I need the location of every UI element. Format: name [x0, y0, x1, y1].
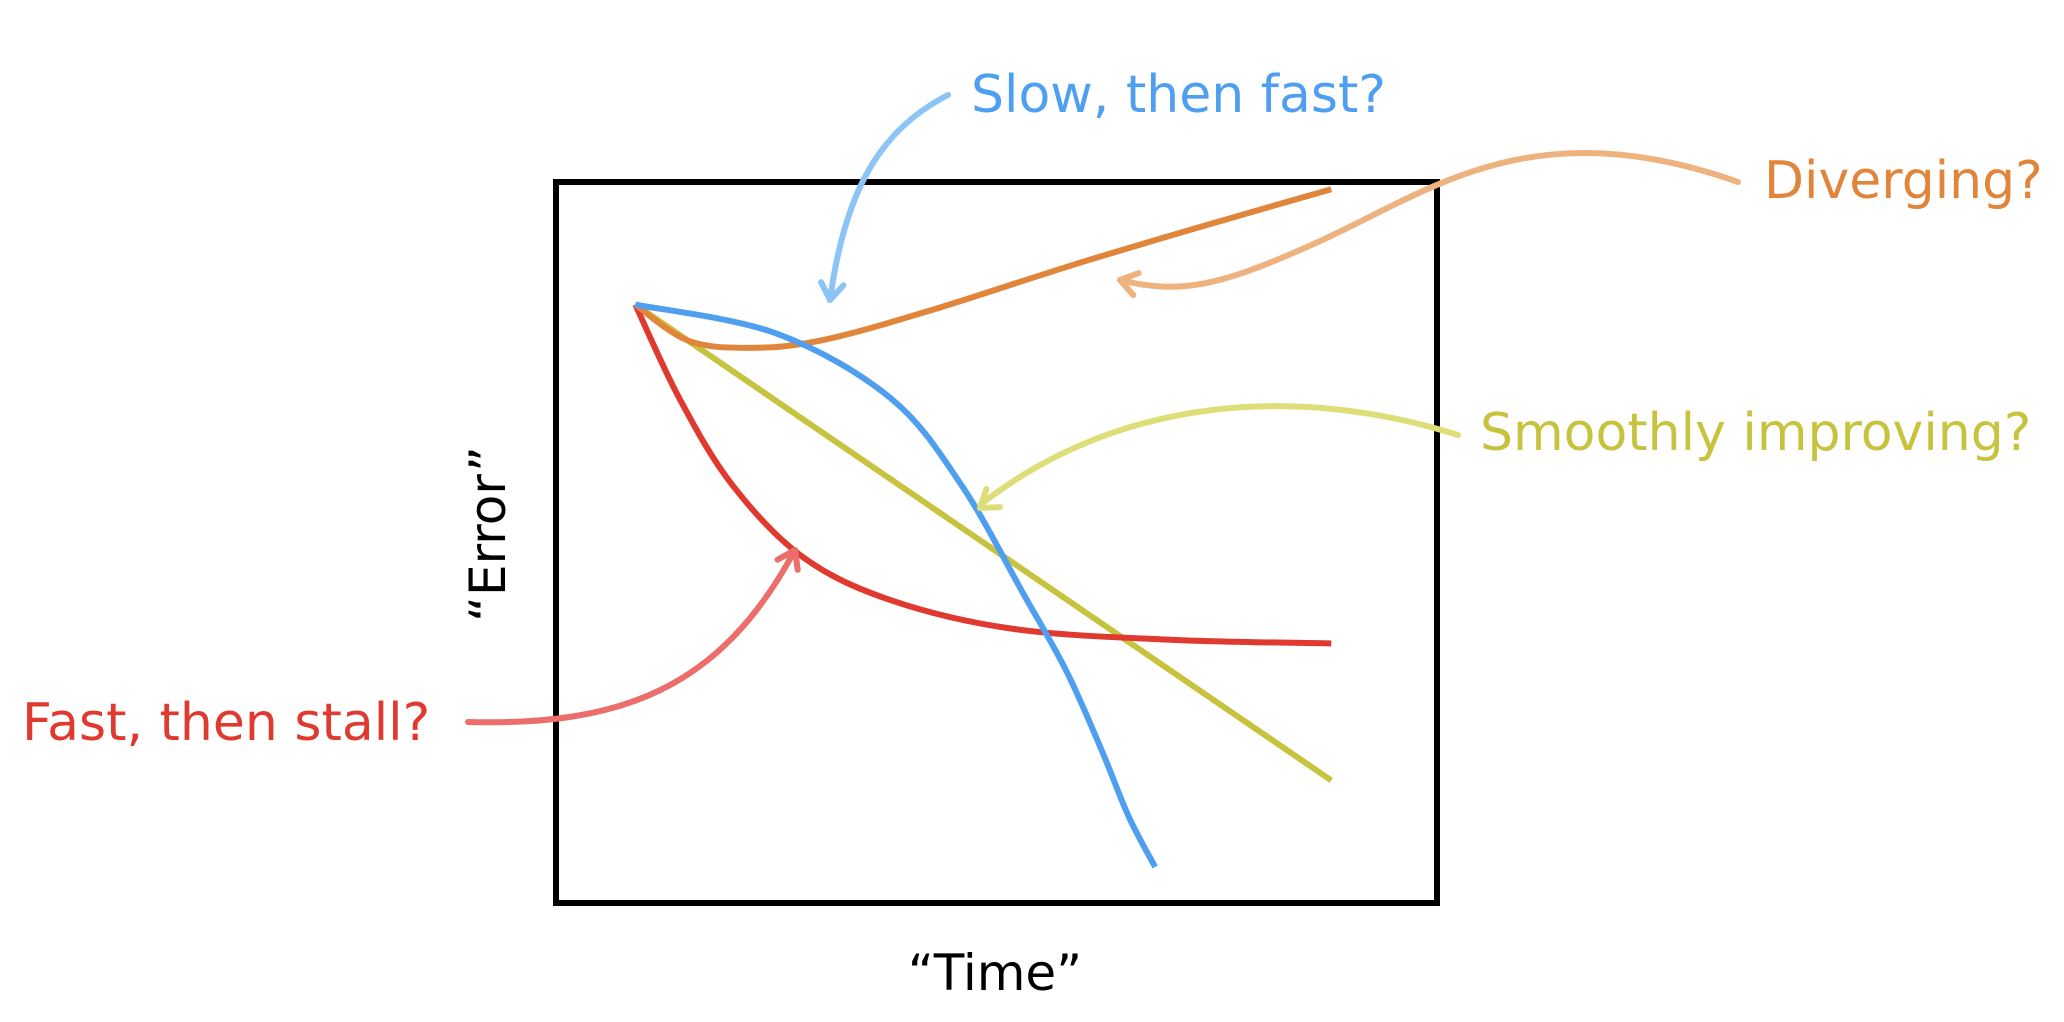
arrow-fast-then-stall — [465, 547, 801, 726]
annotation-fast-then-stall: Fast, then stall? — [22, 693, 430, 753]
x-axis-label: “Time” — [908, 944, 1082, 1002]
annotation-slow-then-fast: Slow, then fast? — [971, 65, 1386, 125]
series-line-diverging — [633, 186, 1333, 351]
annotation-smoothly-improving: Smoothly improving? — [1480, 403, 2031, 463]
arrow-slow-then-fast — [818, 92, 951, 303]
annotation-diverging: Diverging? — [1764, 151, 2043, 211]
plot-frame — [553, 179, 1440, 906]
y-axis-label: “Error” — [459, 446, 517, 622]
series-layer — [632, 186, 1333, 869]
series-line-slow-then-fast — [634, 301, 1158, 869]
series-line-fast-then-stall — [632, 303, 1332, 647]
arrow-diverging — [1117, 150, 1741, 298]
series-line-smoothly-improving — [633, 302, 1333, 783]
annotation-arrows — [465, 92, 1741, 726]
arrow-smoothly-improving — [977, 403, 1461, 511]
